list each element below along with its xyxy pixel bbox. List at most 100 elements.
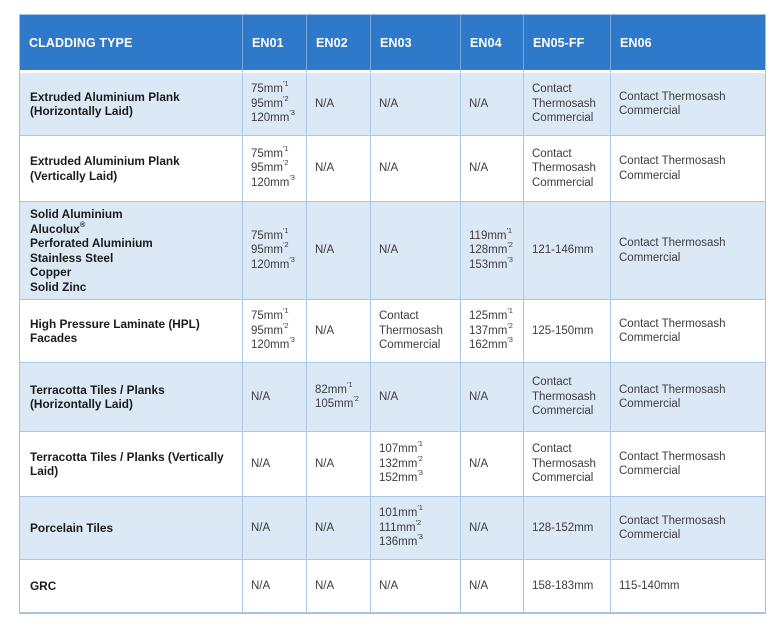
value-cell: 82mm′1 105mm′2 bbox=[307, 363, 371, 432]
cell-text: GRC bbox=[30, 578, 57, 593]
cell-line: Commercial bbox=[532, 404, 606, 419]
value-cell: N/A bbox=[307, 136, 371, 202]
cell-text: 120mm bbox=[251, 112, 290, 125]
cell-line: 95mm′2 bbox=[251, 320, 302, 339]
cell-line: N/A bbox=[469, 390, 519, 405]
cell-line: 75mm′1 bbox=[251, 145, 302, 162]
footnote-superscript: ′3 bbox=[417, 532, 423, 542]
value-cell: N/A bbox=[371, 202, 461, 300]
cell-text: Commercial bbox=[619, 529, 681, 541]
cell-text: 132mm bbox=[379, 457, 418, 470]
cell-line: Contact Thermosash bbox=[619, 236, 761, 251]
cell-line: 75mm′1 bbox=[251, 80, 302, 97]
cell-line: 95mm′2 bbox=[251, 241, 302, 258]
cell-text: 153mm bbox=[469, 258, 508, 271]
cell-line: Thermosash bbox=[532, 161, 606, 176]
value-cell: 101mm′1 111mm′2 136mm′3 bbox=[371, 497, 461, 560]
cell-line: N/A bbox=[379, 161, 456, 176]
table-row: Solid Aluminium Alucolux® Perforated Alumi… bbox=[20, 202, 765, 300]
cell-line: Contact Thermosash bbox=[619, 154, 761, 169]
footnote-superscript: ′1 bbox=[282, 306, 289, 316]
cell-text: Contact bbox=[532, 376, 572, 389]
cell-line: N/A bbox=[251, 579, 302, 594]
cell-line: 95mm′2 bbox=[251, 159, 302, 176]
value-cell: N/A bbox=[371, 136, 461, 202]
cell-line: Facades bbox=[30, 331, 238, 346]
cell-line: 120mm′3 bbox=[251, 256, 302, 273]
cell-line: 95mm′2 bbox=[251, 95, 302, 112]
cell-line: N/A bbox=[315, 457, 366, 472]
value-cell: Contact Thermosash Commercial bbox=[524, 432, 611, 497]
footnote-superscript: ® bbox=[79, 219, 86, 229]
value-cell: 75mm′1 95mm′2 120mm′3 bbox=[243, 202, 307, 300]
cell-text: N/A bbox=[469, 579, 489, 592]
footnote-superscript: ′2 bbox=[282, 320, 289, 330]
cell-text: 152mm bbox=[379, 472, 418, 485]
footnote-superscript: ′1 bbox=[282, 225, 289, 235]
cell-text: 121-146mm bbox=[532, 244, 594, 257]
footnote-superscript: ′3 bbox=[507, 335, 513, 345]
cell-line: Thermosash bbox=[532, 390, 606, 405]
cell-line: Commercial bbox=[532, 111, 606, 126]
footnote-superscript: ′1 bbox=[506, 225, 513, 235]
cladding-type-cell: Terracotta Tiles / Planks (Horizontally L… bbox=[20, 363, 243, 432]
cell-text: 125-150mm bbox=[532, 324, 594, 337]
cell-text: N/A bbox=[315, 579, 335, 592]
cladding-type-cell: Extruded Aluminium Plank (Vertically Laid… bbox=[20, 136, 243, 202]
cell-line: 125-150mm bbox=[532, 324, 606, 339]
cell-text: Terracotta Tiles / Planks bbox=[30, 382, 165, 397]
cell-line: 101mm′1 bbox=[379, 503, 456, 521]
cell-text: Contact Thermosash bbox=[619, 317, 726, 330]
cladding-type-cell: Porcelain Tiles bbox=[20, 497, 243, 560]
cell-line: 115-140mm bbox=[619, 579, 761, 594]
cell-text: (Horizontally Laid) bbox=[30, 397, 133, 411]
cell-text: Copper bbox=[30, 265, 72, 279]
value-cell: N/A bbox=[371, 363, 461, 432]
cell-text: 125mm bbox=[469, 310, 508, 323]
cell-line: 75mm′1 bbox=[251, 306, 302, 324]
cell-line: Commercial bbox=[619, 169, 761, 184]
cell-line: Contact bbox=[379, 309, 456, 324]
cell-text: 111mm bbox=[379, 521, 416, 534]
footnote-superscript: ′1 bbox=[417, 503, 423, 513]
cell-line: N/A bbox=[379, 97, 456, 112]
cell-line: 105mm′2 bbox=[315, 395, 366, 412]
cell-text: Solid Aluminium bbox=[30, 207, 123, 221]
table-row: Extruded Aluminium Plank (Vertically Laid… bbox=[20, 136, 765, 202]
cell-line: Copper bbox=[30, 265, 238, 280]
cell-line: Commercial bbox=[619, 397, 761, 412]
cell-line: Contact Thermosash bbox=[619, 383, 761, 398]
cell-line: 136mm′3 bbox=[379, 532, 456, 550]
table-row: High Pressure Laminate (HPL) Facades 75mm′… bbox=[20, 300, 765, 363]
cell-line: N/A bbox=[315, 243, 366, 258]
cell-text: 82mm bbox=[315, 383, 347, 396]
cell-line: High Pressure Laminate (HPL) bbox=[30, 317, 238, 332]
value-cell: Contact Thermosash Commercial bbox=[611, 73, 765, 136]
footnote-superscript: ′3 bbox=[289, 335, 295, 345]
cell-text: High Pressure Laminate (HPL) bbox=[30, 316, 200, 331]
cell-text: Contact Thermosash bbox=[619, 237, 726, 249]
value-cell: Contact Thermosash Commercial bbox=[524, 136, 611, 202]
footnote-superscript: ′3 bbox=[417, 468, 423, 478]
cell-line: Extruded Aluminium Plank bbox=[30, 90, 238, 105]
cell-text: N/A bbox=[251, 457, 271, 470]
cell-text: N/A bbox=[251, 579, 271, 592]
value-cell: N/A bbox=[307, 497, 371, 560]
cell-text: N/A bbox=[315, 162, 335, 175]
cell-text: Extruded Aluminium Plank bbox=[30, 89, 180, 104]
value-cell: N/A bbox=[307, 202, 371, 300]
value-cell: 75mm′1 95mm′2 120mm′3 bbox=[243, 73, 307, 136]
cell-line: N/A bbox=[315, 97, 366, 112]
cell-text: Perforated Aluminium bbox=[30, 236, 153, 250]
cell-line: Extruded Aluminium Plank bbox=[30, 154, 238, 169]
cell-text: Contact Thermosash bbox=[619, 383, 726, 396]
footnote-superscript: ′3 bbox=[289, 108, 295, 118]
cell-text: 120mm bbox=[251, 339, 290, 352]
column-header-en01: EN01 bbox=[243, 15, 307, 73]
cell-line: 152mm′3 bbox=[379, 468, 456, 486]
cell-text: 128mm bbox=[469, 244, 508, 257]
column-header-en06: EN06 bbox=[611, 15, 765, 73]
cell-line: Commercial bbox=[619, 251, 761, 266]
cell-text: 162mm bbox=[469, 339, 508, 352]
